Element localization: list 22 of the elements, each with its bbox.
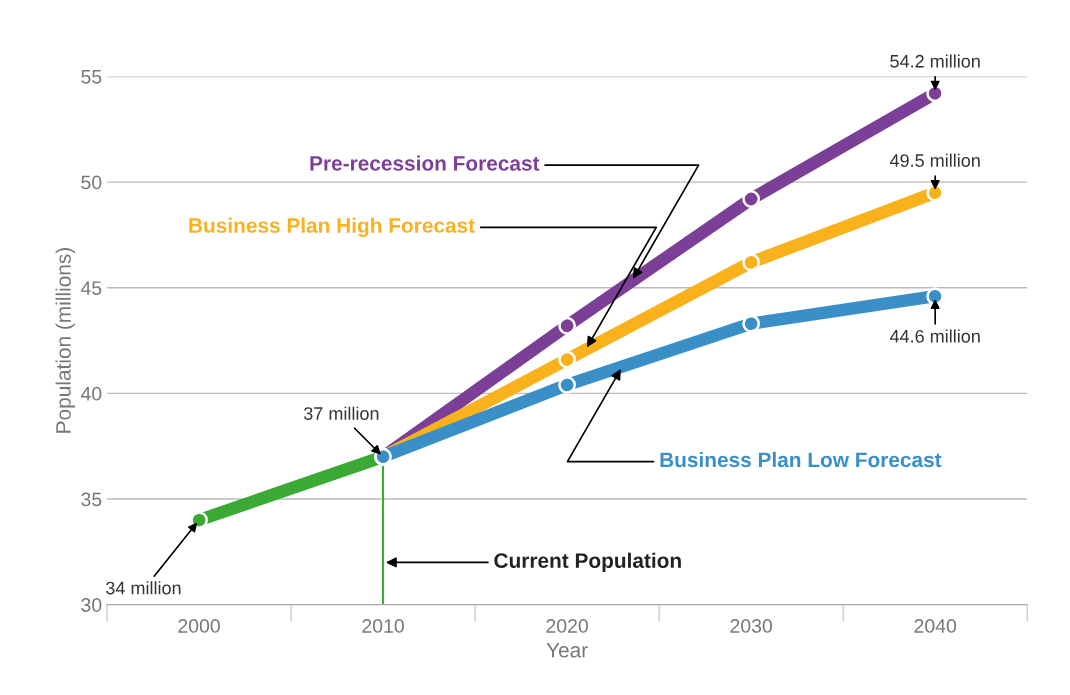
data-label: 54.2 million: [890, 54, 980, 68]
x-tick-label: 2040: [914, 619, 957, 633]
y-tick-label: 35: [81, 492, 102, 507]
data-label: 34 million: [106, 581, 181, 595]
x-tick-label: 2010: [362, 619, 404, 633]
data-label: 49.5 million: [889, 153, 980, 167]
text: Business Plan High Forecast: [189, 217, 475, 238]
text: Business Plan Low Forecast: [660, 451, 942, 468]
x-tick-label: 2000: [178, 619, 220, 633]
y-tick-label: 30: [81, 598, 102, 612]
x-axis-title: Year: [546, 642, 588, 658]
y-tick-label: 40: [80, 386, 102, 401]
y-axis-title: Population (millions): [55, 248, 75, 433]
y-tick-label: 50: [81, 175, 102, 190]
data-label: 44.6 million: [889, 329, 980, 343]
ref-line-label: Current Population: [494, 552, 681, 573]
data-label: 37 million: [303, 406, 379, 420]
y-tick-label: 55: [81, 70, 102, 84]
x-tick-label: 2030: [730, 619, 773, 633]
y-tick-label: 45: [80, 281, 102, 295]
x-tick-label: 2020: [546, 619, 588, 633]
text: Pre-recession Forecast: [310, 155, 540, 171]
